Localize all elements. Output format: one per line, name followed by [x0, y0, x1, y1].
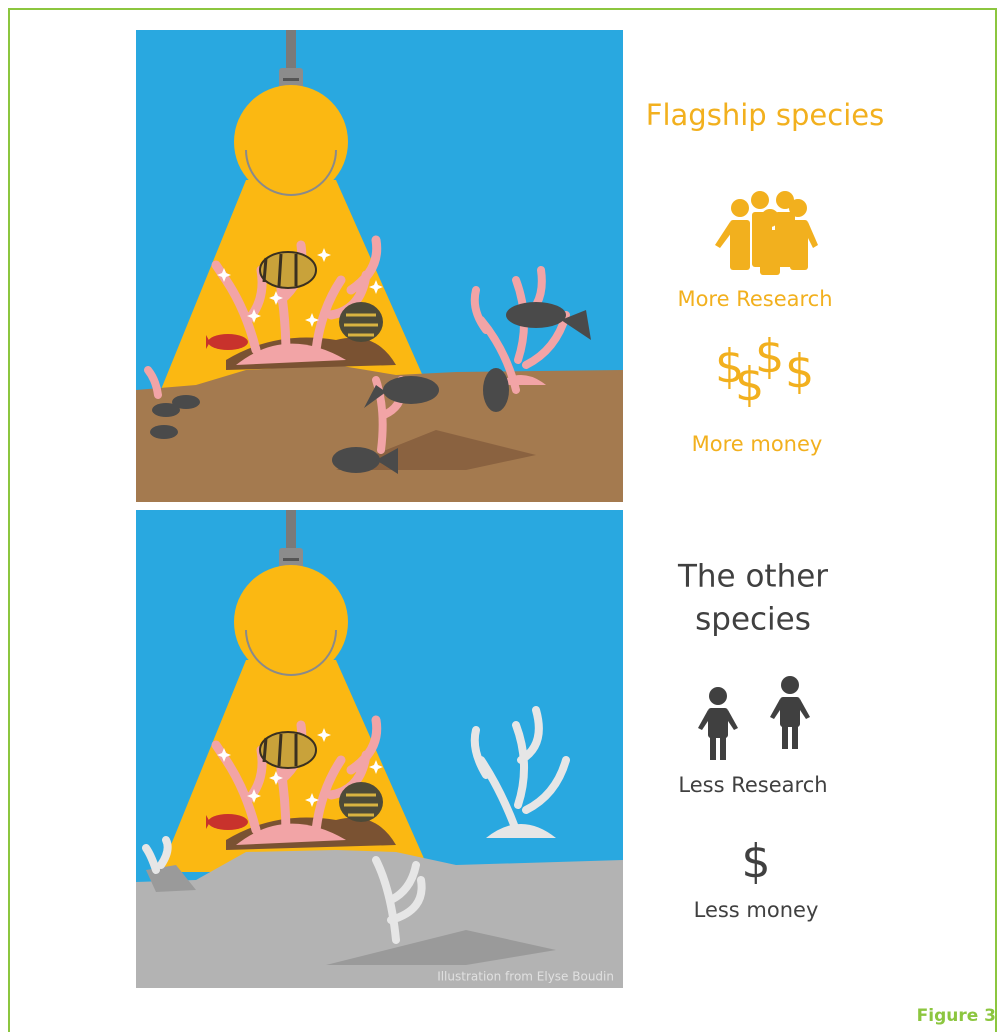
credit: Illustration from Elyse Boudin [437, 970, 614, 984]
heading: Flagship species [646, 98, 884, 132]
other-illustration: Illustration from Elyse Boudin [136, 510, 623, 988]
flagship-illustration [136, 30, 623, 502]
people-icon [698, 676, 810, 760]
money-symbol: $ [741, 835, 770, 889]
research-label: More Research [677, 287, 832, 311]
figure-caption: Figure 3 [917, 1006, 996, 1026]
money-label: Less money [694, 898, 819, 922]
money-label: More money [692, 432, 823, 456]
heading: species [695, 602, 811, 638]
heading: The other [677, 559, 828, 595]
money-symbol: $ [755, 330, 784, 384]
money-symbol: $ [785, 345, 814, 399]
research-label: Less Research [678, 773, 827, 797]
people-icon [715, 191, 818, 275]
figure: Illustration from Elyse Boudin Flagship … [0, 0, 1005, 1032]
